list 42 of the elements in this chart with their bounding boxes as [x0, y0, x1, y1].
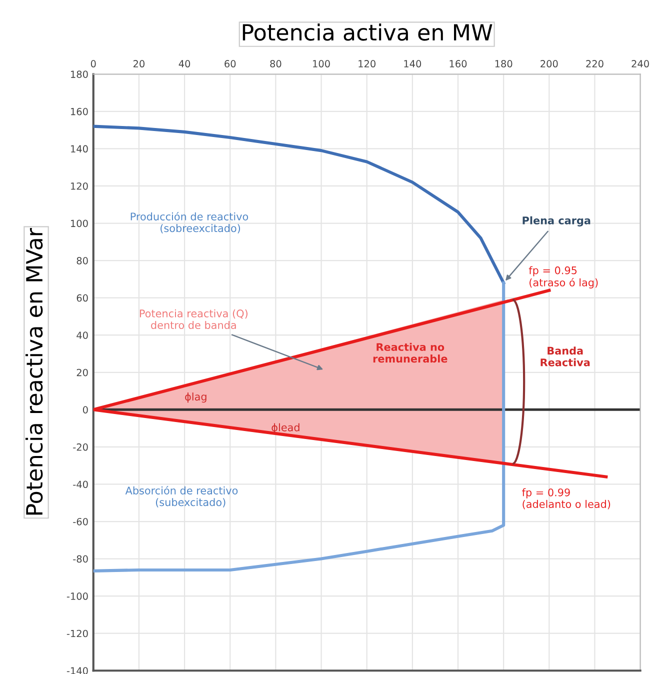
annotation: Absorción de reactivo (subexcitado) [125, 486, 238, 508]
y-tick-label: -80 [73, 555, 88, 563]
annotation: Producción de reactivo (sobreexcitado) [130, 212, 248, 234]
y-tick-label: 0 [82, 406, 88, 414]
annotation: ϕlag [185, 392, 206, 403]
annotation: Banda Reactiva [540, 346, 590, 366]
x-tick-label: 160 [450, 60, 467, 68]
x-tick-label: 240 [632, 60, 649, 68]
x-tick-label: 200 [540, 60, 558, 68]
y-tick-label: 160 [71, 108, 88, 116]
y-tick-label: 60 [76, 294, 88, 302]
x-tick-label: 0 [90, 60, 96, 68]
y-tick-label: 140 [71, 145, 88, 153]
y-axis-title: Potencia reactiva en MVar [26, 228, 43, 515]
y-tick-label: 120 [71, 182, 88, 190]
y-tick-label: 40 [76, 332, 88, 339]
annotation: Potencia reactiva (Q) dentro de banda [140, 309, 248, 330]
x-axis-title: Potencia activa en MW [242, 24, 492, 41]
x-tick-label: 100 [313, 60, 330, 68]
y-tick-label: -100 [66, 592, 88, 600]
x-tick-label: 80 [270, 60, 282, 68]
x-tick-label: 120 [358, 60, 376, 68]
annotation: fp = 0.99 (adelanto o lead) [522, 488, 610, 510]
annotation: Reactiva no remunerable [373, 342, 448, 363]
x-tick-label: 40 [178, 60, 190, 68]
x-tick-label: 180 [495, 60, 512, 68]
x-tick-label: 60 [224, 60, 236, 68]
annotation: ϕlead [272, 423, 300, 434]
y-tick-label: 100 [71, 220, 88, 228]
y-tick-label: 180 [71, 70, 88, 78]
y-tick-label: -60 [73, 518, 88, 526]
y-tick-label: 20 [76, 368, 88, 376]
y-tick-label: -140 [66, 667, 88, 674]
annotation: fp = 0.95 (atraso ó lag) [528, 266, 598, 288]
y-tick-label: 80 [76, 257, 88, 264]
y-tick-label: -120 [66, 630, 88, 638]
x-tick-label: 140 [404, 60, 422, 68]
y-tick-label: -40 [73, 480, 88, 488]
annotation: Plena carga [522, 216, 590, 226]
y-tick-label: -20 [73, 443, 88, 451]
x-tick-label: 20 [133, 60, 144, 68]
x-tick-label: 220 [586, 60, 604, 68]
